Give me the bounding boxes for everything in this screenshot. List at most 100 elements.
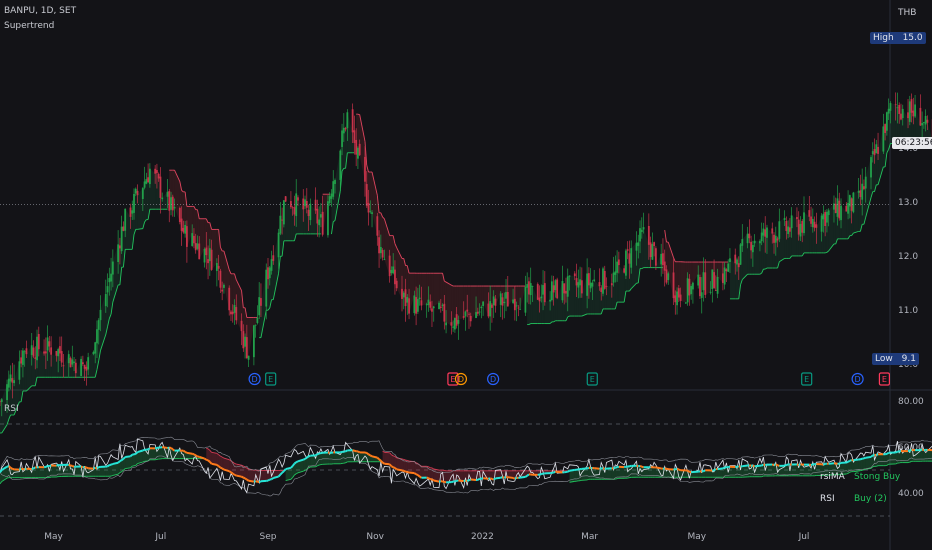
candle-body: [193, 235, 195, 244]
rsi-trend-fill-segment: [848, 460, 850, 474]
candle-body: [327, 201, 329, 236]
candle-body: [371, 212, 373, 215]
supertrend-fill-segment: [737, 259, 739, 299]
candle-body: [565, 290, 567, 294]
rsi-trend-fill-segment: [14, 469, 20, 478]
supertrend-fill-segment: [384, 218, 390, 277]
supertrend-fill-segment: [260, 269, 267, 338]
rsi-lower-band: [0, 455, 932, 497]
rsi-trend-fill-segment: [45, 466, 48, 478]
supertrend-fill-segment: [216, 229, 219, 269]
candle-body: [291, 207, 294, 209]
supertrend-line-segment: [528, 323, 531, 325]
candle-body: [801, 220, 804, 233]
supertrend-line-segment: [738, 284, 741, 299]
supertrend-fill-segment: [433, 273, 440, 307]
candle-body: [318, 219, 321, 226]
supertrend-fill-segment: [564, 293, 566, 321]
candle-body: [528, 281, 530, 295]
supertrend-fill-segment: [382, 217, 385, 260]
earnings-box: [878, 372, 891, 386]
rsi-trend-line-segment: [110, 475, 114, 477]
supertrend-line-segment: [193, 206, 197, 210]
rsi-trend-fill-segment: [345, 450, 348, 463]
rsima-segment: [784, 464, 787, 467]
candle-body: [783, 217, 786, 221]
supertrend-fill-segment: [1, 384, 8, 433]
rsi-trend-fill-segment: [230, 460, 233, 474]
dividend-marker: D: [851, 372, 864, 386]
candle-body: [297, 197, 299, 201]
candle-body: [67, 354, 70, 364]
rsi-trend-fill-segment: [75, 466, 82, 477]
rsi-trend-fill-segment: [444, 470, 447, 483]
supertrend-line-segment: [223, 250, 230, 270]
rsi-trend-line-segment: [304, 468, 308, 471]
supertrend-line-segment: [371, 171, 378, 196]
rsi-trend-fill-segment: [93, 467, 96, 477]
candle-body: [900, 113, 902, 120]
supertrend-line-segment: [260, 310, 267, 338]
candle-body: [662, 253, 664, 266]
candle-body: [692, 282, 694, 290]
rsi-trend-fill-segment: [860, 458, 863, 471]
candle-body: [252, 325, 255, 358]
rsi-trend-fill-segment: [513, 470, 515, 479]
rsima-segment: [119, 459, 123, 463]
supertrend-line-segment: [376, 195, 380, 213]
rsi-trend-fill-segment: [146, 449, 149, 462]
rsi-trend-fill-segment: [359, 452, 365, 462]
candle-body: [602, 268, 604, 294]
rsi-table-value: Buy (2): [854, 494, 887, 504]
supertrend-fill-segment: [692, 262, 699, 283]
rsi-trend-fill-segment: [883, 454, 886, 466]
rsi-trend-fill-segment: [107, 465, 110, 477]
rsi-trend-fill-segment: [800, 464, 803, 476]
rsi-trend-fill-segment: [863, 457, 866, 470]
candle-body: [50, 347, 53, 355]
candle-body: [709, 291, 712, 293]
rsima-segment: [378, 458, 382, 462]
candle-body: [117, 244, 120, 263]
rsi-trend-line-segment: [142, 460, 145, 463]
candle-body: [203, 248, 206, 263]
rsi-trend-fill-segment: [922, 449, 924, 462]
rsi-tick-label: 40.00: [898, 489, 924, 499]
candle-body: [30, 345, 33, 355]
candle-body: [235, 307, 238, 321]
rsi-trend-fill-segment: [174, 450, 180, 459]
supertrend-fill-segment: [26, 345, 32, 392]
supertrend-fill-segment: [144, 179, 147, 222]
supertrend-fill-segment: [636, 242, 639, 284]
supertrend-fill-segment: [476, 286, 478, 314]
candle-body: [914, 104, 916, 117]
candle-body: [688, 278, 691, 296]
candle-body: [665, 269, 668, 283]
candle-body: [18, 361, 21, 380]
candle-body: [462, 316, 465, 318]
candle-body: [739, 244, 742, 265]
rsi-trend-fill-segment: [581, 468, 588, 481]
rsima-segment: [107, 464, 110, 468]
candle-body: [184, 224, 187, 234]
supertrend-fill-segment: [576, 282, 579, 317]
rsi-trend-fill-segment: [923, 449, 926, 462]
candle-body: [185, 226, 188, 247]
rsima-segment: [162, 446, 168, 449]
candle-body: [796, 217, 798, 220]
supertrend-line-segment: [281, 240, 285, 257]
candle-body: [34, 357, 37, 359]
supertrend-line-segment: [828, 243, 835, 252]
rsi-trend-line-segment: [403, 459, 406, 461]
rsi-trend-fill-segment: [477, 470, 480, 480]
candle-body: [468, 313, 470, 315]
supertrend-fill-segment: [162, 191, 168, 210]
supertrend-fill-segment: [396, 247, 402, 299]
supertrend-fill-segment: [12, 380, 15, 415]
candle-body: [907, 112, 909, 119]
supertrend-fill-segment: [543, 285, 545, 324]
low-badge: Low 9.1: [872, 353, 919, 365]
supertrend-line-segment: [34, 377, 38, 386]
supertrend-fill-segment: [555, 280, 558, 321]
